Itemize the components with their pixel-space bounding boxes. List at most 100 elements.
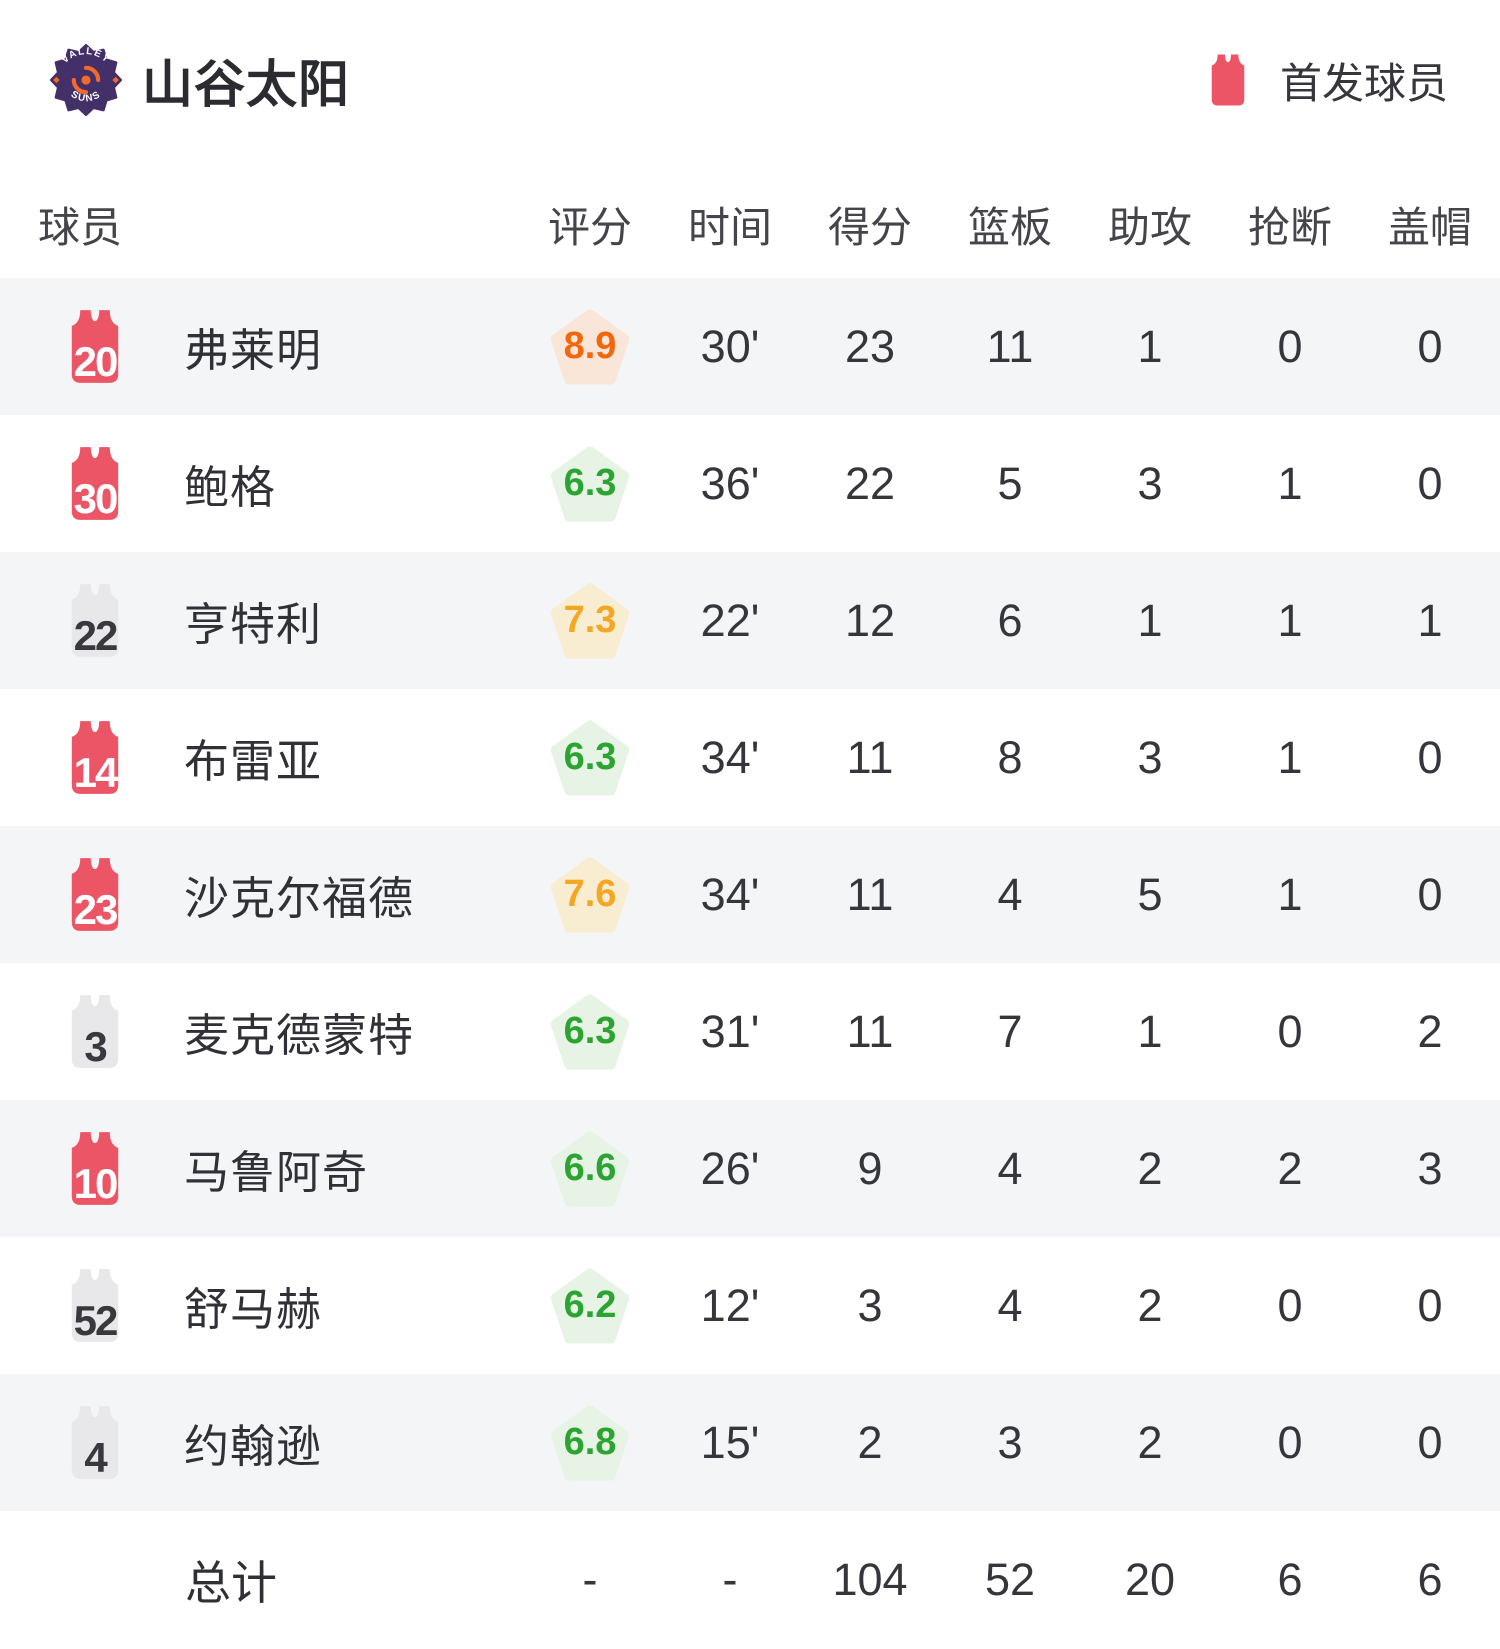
player-name: 亨特利 bbox=[184, 599, 323, 650]
valley-suns-badge-icon: VALLEY SUNS bbox=[49, 43, 123, 117]
assists-value: 2 bbox=[1137, 1279, 1163, 1331]
totals-rebounds: 52 bbox=[984, 1554, 1036, 1605]
starter-legend-label: 首发球员 bbox=[1279, 59, 1448, 107]
steals-value: 1 bbox=[1277, 731, 1303, 783]
points-value: 23 bbox=[844, 320, 896, 372]
time-value: 15' bbox=[700, 1416, 760, 1468]
sun-swirl-icon bbox=[71, 65, 101, 95]
jersey-number: 23 bbox=[73, 886, 119, 933]
player-row[interactable]: 22 亨特利 7.3 22' 12 6 1 1 1 bbox=[0, 552, 1500, 689]
jersey-number: 22 bbox=[73, 612, 119, 659]
steals-value: 1 bbox=[1277, 457, 1303, 509]
starter-legend: 首发球员 bbox=[1204, 0, 1448, 160]
bench-jersey-icon: 3 bbox=[62, 993, 128, 1070]
blocks-value: 0 bbox=[1417, 320, 1443, 372]
col-header-blocks: 盖帽 bbox=[1387, 203, 1472, 251]
player-cell: 52 舒马赫 bbox=[38, 1267, 520, 1344]
jersey-number: 3 bbox=[84, 1023, 107, 1070]
steals-value: 0 bbox=[1277, 1005, 1303, 1057]
starter-jersey-icon: 20 bbox=[62, 308, 128, 385]
time-value: 30' bbox=[700, 320, 760, 372]
totals-rating: - bbox=[582, 1554, 598, 1605]
jersey-number: 4 bbox=[84, 1434, 107, 1481]
rebounds-value: 6 bbox=[997, 594, 1023, 646]
player-row[interactable]: 4 约翰逊 6.8 15' 2 3 2 0 0 bbox=[0, 1374, 1500, 1511]
player-row[interactable]: 3 麦克德蒙特 6.3 31' 11 7 1 0 2 bbox=[0, 963, 1500, 1100]
totals-time: - bbox=[722, 1554, 738, 1605]
starter-jersey-icon: 23 bbox=[62, 856, 128, 933]
col-header-steals: 抢断 bbox=[1247, 203, 1332, 251]
jersey-number: 52 bbox=[73, 1297, 119, 1344]
col-header-player: 球员 bbox=[38, 203, 123, 251]
assists-value: 3 bbox=[1137, 457, 1163, 509]
player-name: 马鲁阿奇 bbox=[184, 1147, 369, 1198]
time-value: 12' bbox=[700, 1279, 760, 1331]
starter-jersey-icon: 30 bbox=[62, 445, 128, 522]
col-header-points: 得分 bbox=[827, 203, 912, 251]
totals-assists: 20 bbox=[1124, 1554, 1176, 1605]
team-name-title: 山谷太阳 bbox=[142, 56, 351, 113]
assists-value: 1 bbox=[1137, 594, 1163, 646]
rating-badge: 6.8 bbox=[550, 1405, 630, 1481]
rebounds-value: 5 bbox=[997, 457, 1023, 509]
rebounds-value: 4 bbox=[997, 1142, 1023, 1194]
time-value: 36' bbox=[700, 457, 760, 509]
player-cell: 4 约翰逊 bbox=[38, 1404, 520, 1481]
rating-badge: 8.9 bbox=[550, 309, 630, 385]
steals-value: 0 bbox=[1277, 1416, 1303, 1468]
points-value: 11 bbox=[846, 1005, 894, 1057]
starter-jersey-icon: 10 bbox=[62, 1130, 128, 1207]
player-row[interactable]: 23 沙克尔福德 7.6 34' 11 4 5 1 0 bbox=[0, 826, 1500, 963]
totals-points: 104 bbox=[832, 1554, 908, 1605]
col-header-rebounds: 篮板 bbox=[967, 203, 1052, 251]
steals-value: 0 bbox=[1277, 1279, 1303, 1331]
player-row[interactable]: 30 鲍格 6.3 36' 22 5 3 1 0 bbox=[0, 415, 1500, 552]
assists-value: 2 bbox=[1137, 1416, 1163, 1468]
blocks-value: 0 bbox=[1417, 731, 1443, 783]
table-header-row: 球员 评分 时间 得分 篮板 助攻 抢断 盖帽 bbox=[0, 170, 1500, 278]
time-value: 31' bbox=[700, 1005, 760, 1057]
player-row[interactable]: 14 布雷亚 6.3 34' 11 8 3 1 0 bbox=[0, 689, 1500, 826]
rating-badge: 6.3 bbox=[550, 446, 630, 522]
totals-row: 总计 - - 104 52 20 6 6 bbox=[0, 1511, 1500, 1649]
player-row[interactable]: 10 马鲁阿奇 6.6 26' 9 4 2 2 3 bbox=[0, 1100, 1500, 1237]
jersey-number: 30 bbox=[73, 475, 119, 522]
col-header-rating: 评分 bbox=[547, 203, 632, 251]
points-value: 3 bbox=[857, 1279, 883, 1331]
assists-value: 1 bbox=[1137, 1005, 1163, 1057]
rating-badge: 7.3 bbox=[550, 583, 630, 659]
player-row[interactable]: 20 弗莱明 8.9 30' 23 11 1 0 0 bbox=[0, 278, 1500, 415]
starter-jersey-icon bbox=[1211, 54, 1245, 106]
blocks-value: 0 bbox=[1417, 868, 1443, 920]
blocks-value: 0 bbox=[1417, 1416, 1443, 1468]
team-header: VALLEY SUNS 山谷太阳 首发球员 bbox=[0, 0, 1500, 170]
bench-jersey-icon: 52 bbox=[62, 1267, 128, 1344]
rating-badge: 6.3 bbox=[550, 720, 630, 796]
col-header-time: 时间 bbox=[687, 203, 772, 251]
player-name: 麦克德蒙特 bbox=[184, 1010, 415, 1061]
blocks-value: 0 bbox=[1417, 1279, 1443, 1331]
steals-value: 1 bbox=[1277, 868, 1303, 920]
steals-value: 0 bbox=[1277, 320, 1303, 372]
assists-value: 2 bbox=[1137, 1142, 1163, 1194]
player-cell: 22 亨特利 bbox=[38, 582, 520, 659]
time-value: 26' bbox=[700, 1142, 760, 1194]
jersey-number: 14 bbox=[73, 749, 119, 796]
time-value: 34' bbox=[700, 731, 760, 783]
blocks-value: 3 bbox=[1417, 1142, 1443, 1194]
jersey-number: 20 bbox=[73, 338, 119, 385]
blocks-value: 1 bbox=[1417, 594, 1443, 646]
steals-value: 1 bbox=[1277, 594, 1303, 646]
bench-jersey-icon: 22 bbox=[62, 582, 128, 659]
time-value: 22' bbox=[700, 594, 760, 646]
rating-badge: 6.6 bbox=[550, 1131, 630, 1207]
player-cell: 30 鲍格 bbox=[38, 445, 520, 522]
points-value: 11 bbox=[846, 868, 894, 920]
starter-jersey-icon: 14 bbox=[62, 719, 128, 796]
player-cell: 3 麦克德蒙特 bbox=[38, 993, 520, 1070]
assists-value: 3 bbox=[1137, 731, 1163, 783]
points-value: 2 bbox=[857, 1416, 883, 1468]
player-row[interactable]: 52 舒马赫 6.2 12' 3 4 2 0 0 bbox=[0, 1237, 1500, 1374]
rating-badge: 6.3 bbox=[550, 994, 630, 1070]
